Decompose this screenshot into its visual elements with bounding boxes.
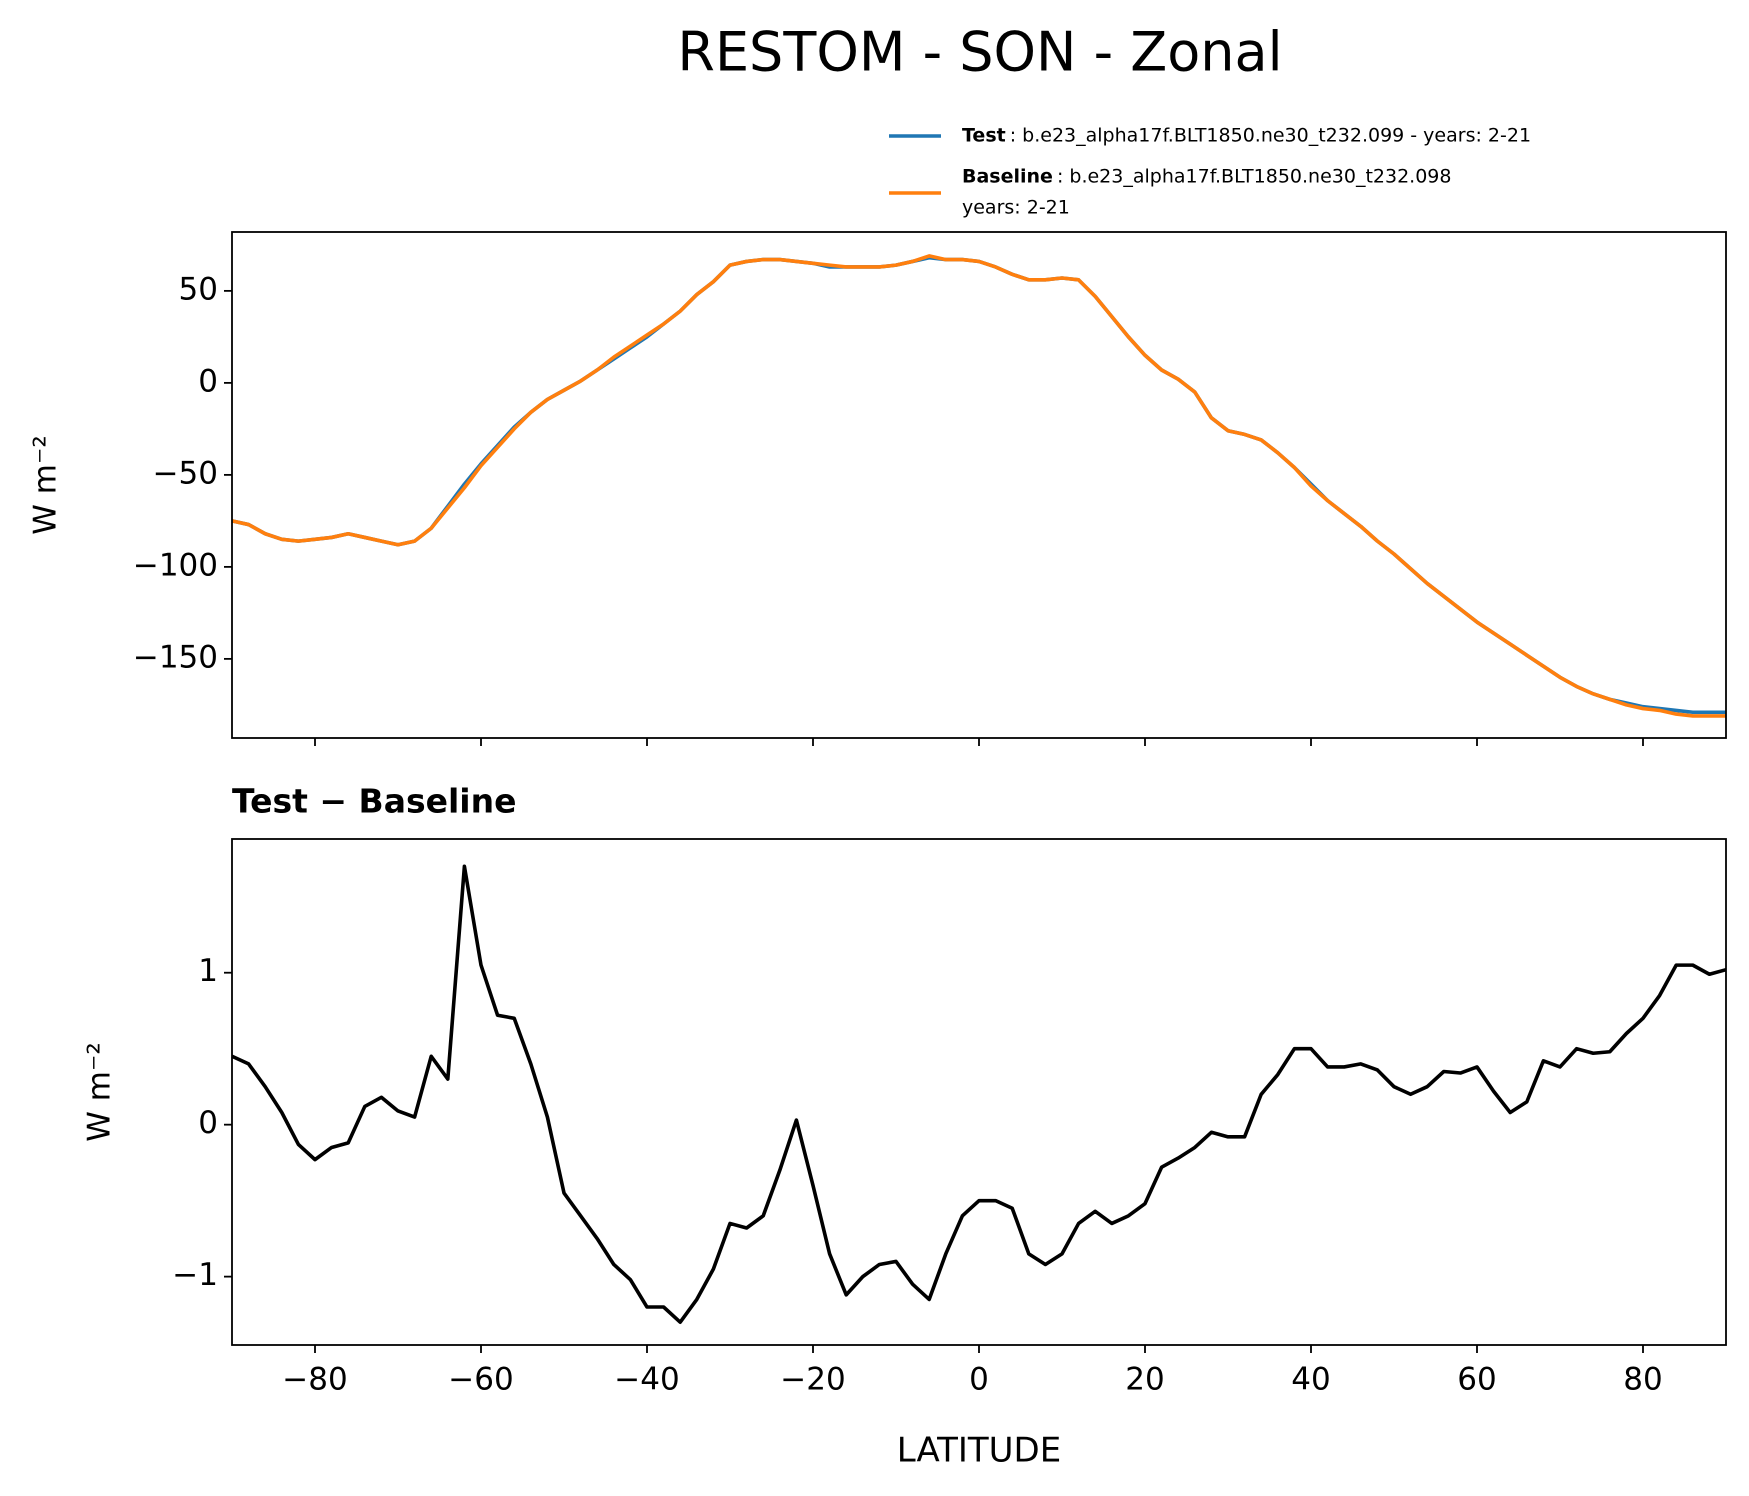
data-line	[231, 864, 1727, 1325]
y-tick-label: −50	[153, 455, 218, 491]
data-line	[231, 254, 1726, 718]
x-tick-label: 80	[1623, 1362, 1662, 1398]
legend-description: years: 2-21	[962, 197, 1070, 219]
y-tick-label: 50	[179, 271, 218, 307]
legend-description: : b.e23_alpha17f.BLT1850.ne30_t232.099 -…	[1010, 125, 1531, 147]
x-tick-label: 60	[1457, 1362, 1496, 1398]
x-tick-label: 40	[1291, 1362, 1330, 1398]
y-tick-label: −150	[133, 639, 218, 675]
x-tick-label: −40	[614, 1362, 679, 1398]
plot-frame	[231, 231, 1727, 739]
legend-name: Baseline	[962, 166, 1053, 188]
y-tick-label: 0	[198, 363, 218, 399]
y-axis-label: W m⁻²	[82, 1042, 118, 1142]
y-axis-label: W m⁻²	[28, 435, 64, 535]
x-tick-label: 20	[1125, 1362, 1164, 1398]
y-tick-label: 0	[198, 1105, 218, 1141]
data-line	[231, 255, 1726, 715]
legend-description: : b.e23_alpha17f.BLT1850.ne30_t232.098	[1057, 166, 1452, 188]
subplot-title: Test − Baseline	[232, 782, 517, 821]
x-axis-label: LATITUDE	[897, 1431, 1061, 1471]
figure-title: RESTOM - SON - Zonal	[677, 21, 1282, 84]
x-tick-label: −60	[448, 1362, 513, 1398]
plot-frame	[231, 838, 1727, 1346]
y-tick-label: −1	[172, 1257, 218, 1293]
legend-name: Test	[962, 125, 1006, 147]
y-tick-label: −100	[133, 547, 218, 583]
x-tick-label: 0	[969, 1362, 989, 1398]
y-tick-label: 1	[198, 953, 218, 989]
x-tick-label: −20	[780, 1362, 845, 1398]
x-tick-label: −80	[282, 1362, 347, 1398]
